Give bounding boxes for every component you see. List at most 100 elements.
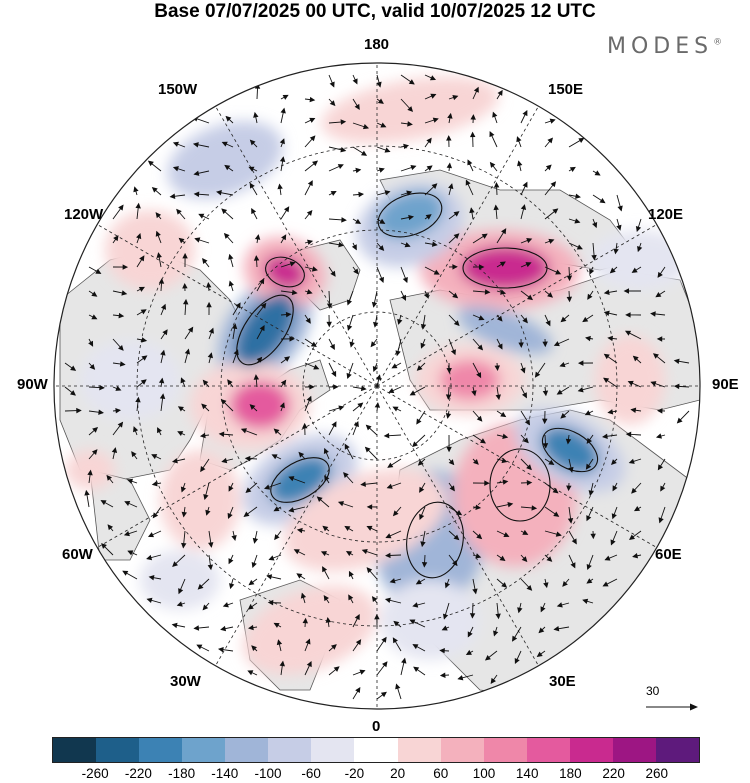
colorbar-swatch bbox=[225, 738, 269, 762]
wind-vector-head bbox=[371, 301, 378, 308]
wind-vector-head bbox=[283, 206, 290, 213]
wind-vector-head bbox=[420, 342, 426, 349]
wind-vector-head bbox=[352, 78, 358, 85]
wind-vector-head bbox=[333, 666, 340, 672]
wind-vector-head bbox=[133, 186, 139, 193]
wind-vector-head bbox=[337, 164, 344, 170]
wind-vector-head bbox=[377, 98, 384, 104]
wind-vector-head bbox=[382, 661, 388, 668]
lon-label-60w: 60W bbox=[62, 546, 93, 563]
wind-vector-head bbox=[330, 270, 336, 277]
wind-vector-head bbox=[88, 340, 94, 347]
latitude-circle bbox=[220, 229, 534, 543]
wind-vector-head bbox=[280, 107, 286, 114]
wind-vector-head bbox=[84, 489, 90, 496]
wind-vector-head bbox=[469, 131, 476, 138]
wind-vector-head bbox=[566, 485, 572, 492]
wind-vector-head bbox=[612, 485, 618, 492]
wind-vector-head bbox=[453, 233, 460, 239]
wind-vector-head bbox=[489, 161, 496, 168]
wind-vector-head bbox=[156, 252, 162, 259]
wind-vector-head bbox=[527, 294, 534, 301]
wind-vector-head bbox=[177, 406, 184, 412]
colorbar-swatch bbox=[182, 738, 226, 762]
wind-vector-head bbox=[493, 204, 499, 211]
wind-vector-head bbox=[296, 527, 303, 534]
wind-vector-head bbox=[374, 613, 380, 620]
wind-vector-head bbox=[326, 321, 332, 328]
colorbar-tick-label: 100 bbox=[472, 766, 496, 781]
wind-vector-head bbox=[249, 182, 255, 189]
wind-vector-head bbox=[220, 398, 227, 405]
wind-vector-head bbox=[429, 75, 437, 81]
wind-vector-head bbox=[118, 312, 125, 319]
wind-vector-head bbox=[412, 441, 418, 448]
wind-vector-head bbox=[322, 566, 328, 573]
wind-vector-head bbox=[217, 646, 224, 653]
wind-vector-head bbox=[106, 474, 112, 481]
colorbar-tick-label: 140 bbox=[515, 766, 539, 781]
wind-vector-head bbox=[340, 147, 347, 153]
wind-vector-head bbox=[231, 535, 237, 541]
wind-vector-head bbox=[354, 103, 360, 110]
wind-vector-head bbox=[582, 598, 589, 604]
wind-vector-head bbox=[416, 418, 422, 425]
wind-vector-head bbox=[603, 310, 610, 316]
wind-vector-head bbox=[271, 454, 278, 460]
wind-vector-head bbox=[476, 415, 483, 422]
wind-vector-head bbox=[552, 487, 559, 494]
wind-vector-head bbox=[306, 289, 313, 295]
wind-vector-head bbox=[147, 532, 155, 538]
anomaly-area bbox=[105, 210, 195, 290]
wind-vector-head bbox=[658, 517, 664, 524]
wind-vector-head bbox=[603, 353, 610, 360]
wind-vector-head bbox=[592, 222, 598, 229]
wind-vector-head bbox=[124, 501, 131, 507]
wind-vector-head bbox=[251, 208, 257, 215]
wind-vector-head bbox=[467, 159, 473, 166]
wind-vector-head bbox=[432, 117, 439, 123]
wind-vector-head bbox=[566, 296, 573, 303]
wind-vector-head bbox=[131, 451, 137, 458]
lon-label-150w: 150W bbox=[158, 81, 198, 98]
wind-vector-head bbox=[115, 385, 122, 391]
wind-vector-head bbox=[565, 438, 572, 445]
contour-line bbox=[270, 457, 330, 503]
wind-vector-head bbox=[673, 358, 680, 364]
wind-vector-head bbox=[520, 204, 527, 211]
wind-vector-head bbox=[446, 367, 452, 374]
wind-vector-head bbox=[493, 182, 500, 188]
wind-vector-head bbox=[253, 255, 260, 261]
wind-vector-head bbox=[159, 393, 166, 400]
wind-vector-head bbox=[89, 363, 96, 370]
wind-vector-head bbox=[631, 487, 637, 494]
wind-vector-head bbox=[337, 501, 345, 507]
wind-vector-head bbox=[221, 208, 228, 215]
lon-label-120e: 120E bbox=[648, 206, 684, 223]
wind-vector-head bbox=[652, 353, 659, 359]
wind-vector-head bbox=[280, 379, 287, 386]
wind-vector-head bbox=[222, 602, 229, 608]
wind-vector-head bbox=[587, 293, 593, 300]
wind-vector-head bbox=[444, 582, 450, 589]
wind-vector-head bbox=[199, 432, 206, 439]
wind-vector-head bbox=[534, 371, 541, 378]
wind-vector-head bbox=[420, 323, 427, 330]
wind-vector-head bbox=[305, 317, 311, 324]
wind-vector-head bbox=[609, 267, 616, 274]
wind-vector-head bbox=[448, 183, 454, 190]
wind-vector-head bbox=[452, 292, 459, 299]
wind-vector-head bbox=[176, 208, 182, 215]
wind-vector-head bbox=[306, 209, 313, 216]
contour-line bbox=[489, 448, 551, 522]
wind-vector-head bbox=[524, 419, 531, 426]
wind-vector-head bbox=[445, 412, 452, 419]
wind-vector-head bbox=[401, 657, 407, 664]
wind-vector-head bbox=[604, 555, 611, 561]
wind-vector-head bbox=[228, 485, 234, 492]
contour-line bbox=[406, 501, 464, 579]
wind-vector-head bbox=[158, 278, 165, 284]
wind-vector-head bbox=[201, 403, 208, 410]
wind-vector-head bbox=[522, 109, 528, 117]
